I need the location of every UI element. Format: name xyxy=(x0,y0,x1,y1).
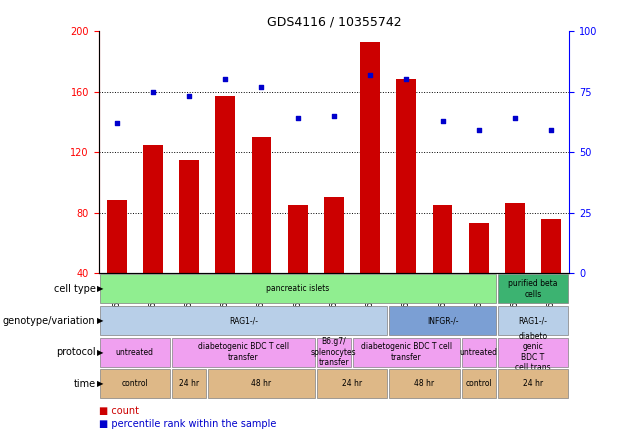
Bar xyxy=(100,306,387,335)
Text: B6.g7/
splenocytes
transfer: B6.g7/ splenocytes transfer xyxy=(311,337,357,367)
Text: control: control xyxy=(466,379,492,388)
Text: 24 hr: 24 hr xyxy=(342,379,362,388)
Bar xyxy=(469,223,488,273)
Bar xyxy=(100,369,170,398)
Point xyxy=(546,127,556,134)
Bar xyxy=(100,274,495,303)
Text: ■ percentile rank within the sample: ■ percentile rank within the sample xyxy=(99,419,276,429)
Bar xyxy=(389,306,495,335)
Text: time: time xyxy=(73,379,95,389)
Bar xyxy=(498,369,568,398)
Bar xyxy=(172,369,206,398)
Text: protocol: protocol xyxy=(56,347,95,357)
Bar xyxy=(505,203,525,273)
Bar xyxy=(216,96,235,273)
Point xyxy=(293,115,303,122)
Bar xyxy=(462,337,495,367)
Bar xyxy=(324,198,344,273)
Text: ▶: ▶ xyxy=(97,379,104,388)
Bar xyxy=(208,369,315,398)
Text: pancreatic islets: pancreatic islets xyxy=(266,284,329,293)
Point xyxy=(148,88,158,95)
Text: RAG1-/-: RAG1-/- xyxy=(229,316,258,325)
Text: RAG1-/-: RAG1-/- xyxy=(518,316,548,325)
Bar xyxy=(360,42,380,273)
Bar xyxy=(498,274,568,303)
Point xyxy=(510,115,520,122)
Bar xyxy=(317,369,387,398)
Bar xyxy=(498,306,568,335)
Text: 48 hr: 48 hr xyxy=(414,379,434,388)
Text: ■ count: ■ count xyxy=(99,406,139,416)
Text: ▶: ▶ xyxy=(97,284,104,293)
Text: diabetogenic BDC T cell
transfer: diabetogenic BDC T cell transfer xyxy=(198,342,289,362)
Bar xyxy=(353,337,460,367)
Point xyxy=(365,71,375,78)
Text: diabetogenic BDC T cell
transfer: diabetogenic BDC T cell transfer xyxy=(361,342,452,362)
Bar xyxy=(389,369,460,398)
Bar xyxy=(100,337,170,367)
Text: 48 hr: 48 hr xyxy=(251,379,272,388)
Bar xyxy=(143,144,163,273)
Point xyxy=(256,83,266,90)
Text: untreated: untreated xyxy=(116,348,154,357)
Text: cell type: cell type xyxy=(53,284,95,294)
Point xyxy=(401,76,411,83)
Text: 24 hr: 24 hr xyxy=(523,379,543,388)
Text: untreated: untreated xyxy=(460,348,498,357)
Point xyxy=(184,93,194,100)
Bar xyxy=(498,337,568,367)
Point xyxy=(438,117,448,124)
Point xyxy=(220,76,230,83)
Bar xyxy=(396,79,417,273)
Text: purified beta
cells: purified beta cells xyxy=(508,279,558,298)
Point xyxy=(474,127,484,134)
Text: ▶: ▶ xyxy=(97,348,104,357)
Text: 24 hr: 24 hr xyxy=(179,379,199,388)
Point xyxy=(111,119,121,127)
Bar xyxy=(287,205,308,273)
Bar xyxy=(172,337,315,367)
Point xyxy=(329,112,339,119)
Text: INFGR-/-: INFGR-/- xyxy=(427,316,459,325)
Title: GDS4116 / 10355742: GDS4116 / 10355742 xyxy=(266,16,401,28)
Bar xyxy=(541,218,561,273)
Bar xyxy=(179,160,199,273)
Bar xyxy=(432,205,452,273)
Bar xyxy=(107,200,127,273)
Bar xyxy=(462,369,495,398)
Bar xyxy=(317,337,351,367)
Text: ▶: ▶ xyxy=(97,316,104,325)
Text: diabeto
genic
BDC T
cell trans: diabeto genic BDC T cell trans xyxy=(515,332,551,372)
Text: control: control xyxy=(121,379,148,388)
Text: genotype/variation: genotype/variation xyxy=(3,316,95,325)
Bar xyxy=(252,137,272,273)
